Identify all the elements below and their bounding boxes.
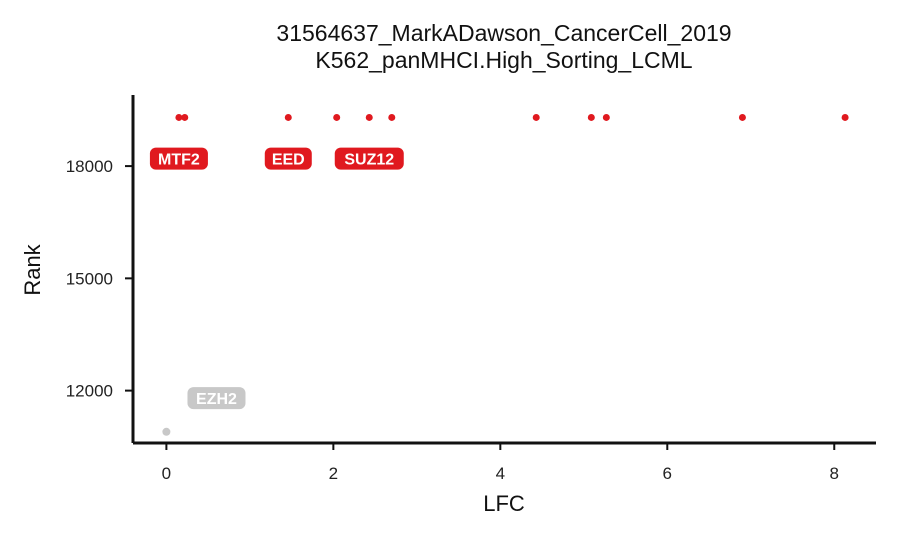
- point-label-text: EED: [272, 152, 305, 169]
- chart-subtitle: K562_panMHCI.High_Sorting_LCML: [315, 47, 692, 73]
- y-axis-title: Rank: [20, 243, 45, 295]
- data-point: [175, 113, 183, 121]
- point-label-text: EZH2: [196, 391, 237, 408]
- y-tick-label: 15000: [66, 269, 113, 288]
- data-point: [532, 113, 540, 121]
- x-tick-label: 4: [496, 464, 505, 483]
- x-tick-label: 8: [830, 464, 839, 483]
- point-label-box: [149, 147, 208, 170]
- axes: 0 2 4 6 8 12000 15000 18000: [66, 95, 876, 483]
- point-label-text: SUZ12: [344, 152, 394, 169]
- point-label-box: [334, 147, 404, 170]
- x-tick-label: 6: [663, 464, 672, 483]
- data-point: [365, 113, 373, 121]
- chart-title: 31564637_MarkADawson_CancerCell_2019: [276, 20, 731, 46]
- data-points: [162, 113, 849, 436]
- x-axis-title: LFC: [483, 491, 525, 516]
- point-label-text: MTF2: [158, 152, 200, 169]
- data-point: [333, 113, 341, 121]
- x-tick-label: 2: [329, 464, 338, 483]
- data-point: [284, 113, 292, 121]
- y-tick-label: 12000: [66, 382, 113, 401]
- point-labels: MTF2 EED SUZ12 EZH2: [149, 147, 404, 410]
- point-label: MTF2: [149, 147, 208, 170]
- data-point: [841, 113, 849, 121]
- y-tick-label: 18000: [66, 157, 113, 176]
- data-point: [587, 113, 595, 121]
- point-label: EED: [264, 147, 312, 170]
- data-point: [602, 113, 610, 121]
- point-label: EZH2: [187, 387, 246, 410]
- data-point: [162, 427, 171, 436]
- data-point: [181, 113, 189, 121]
- data-point: [738, 113, 746, 121]
- point-label: SUZ12: [334, 147, 404, 170]
- data-point: [388, 113, 396, 121]
- x-tick-label: 0: [162, 464, 171, 483]
- point-label-box: [187, 387, 246, 410]
- point-label-box: [264, 147, 312, 170]
